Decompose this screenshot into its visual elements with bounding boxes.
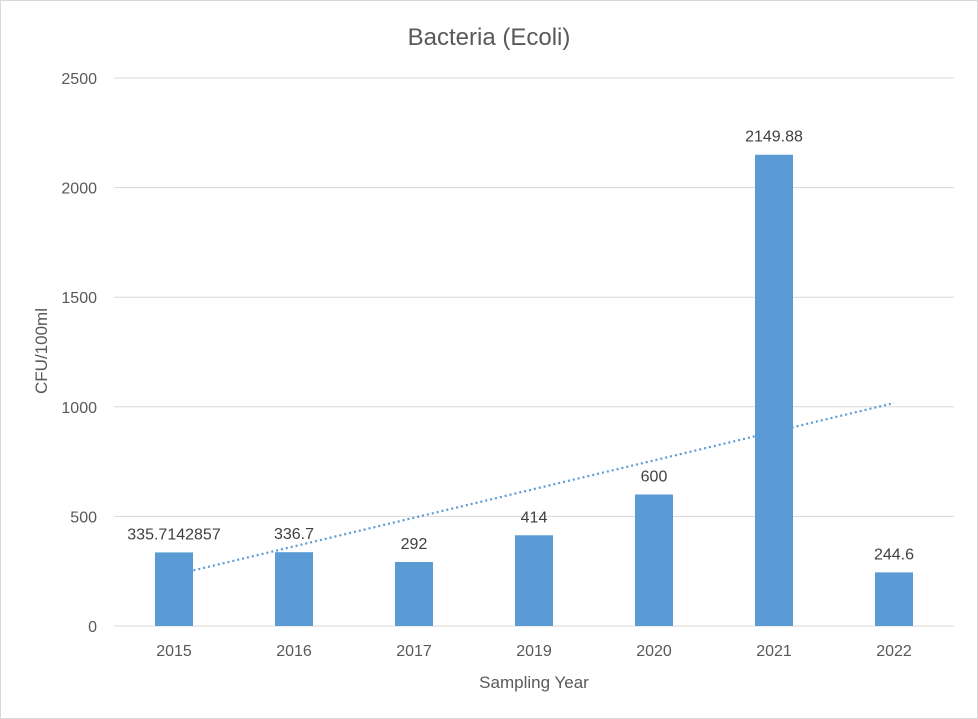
data-label-2016: 336.7: [274, 526, 314, 543]
bars: [155, 154, 913, 626]
y-tick-label: 2500: [61, 71, 97, 88]
bar-2017: [395, 561, 433, 626]
data-label-2015: 335.7142857: [127, 526, 221, 543]
bar-2021: [755, 154, 793, 626]
x-axis-label: Sampling Year: [479, 673, 589, 692]
data-label-2021: 2149.88: [745, 129, 803, 146]
x-tick-label: 2020: [636, 643, 672, 660]
x-tick-label: 2016: [276, 643, 312, 660]
bar-2019: [515, 535, 553, 626]
y-axis-label: CFU/100ml: [32, 308, 51, 394]
data-label-2020: 600: [641, 468, 668, 485]
bar-2022: [875, 572, 913, 626]
chart-title: Bacteria (Ecoli): [408, 24, 571, 51]
data-labels: 335.7142857 336.7 292 414 600 2149.88 244.6: [127, 129, 914, 564]
data-label-2022: 244.6: [874, 546, 914, 563]
gridlines: [114, 77, 954, 627]
x-tick-label: 2021: [756, 643, 792, 660]
data-label-2017: 292: [401, 536, 428, 553]
data-label-2019: 414: [521, 509, 548, 526]
y-tick-label: 1000: [61, 400, 97, 417]
y-tick-label: 1500: [61, 290, 97, 307]
bar-2016: [275, 552, 313, 626]
y-axis-ticks: 0 500 1000 1500 2000 2500: [61, 71, 97, 636]
y-tick-label: 0: [88, 619, 97, 636]
bar-2015: [155, 552, 193, 626]
y-tick-label: 500: [70, 509, 97, 526]
bar-2020: [635, 494, 673, 626]
x-tick-label: 2019: [516, 643, 552, 660]
x-tick-label: 2022: [876, 643, 912, 660]
x-tick-label: 2017: [396, 643, 432, 660]
x-tick-label: 2015: [156, 643, 192, 660]
x-axis-ticks: 2015 2016 2017 2019 2020 2021 2022: [156, 643, 912, 660]
y-tick-label: 2000: [61, 181, 97, 198]
